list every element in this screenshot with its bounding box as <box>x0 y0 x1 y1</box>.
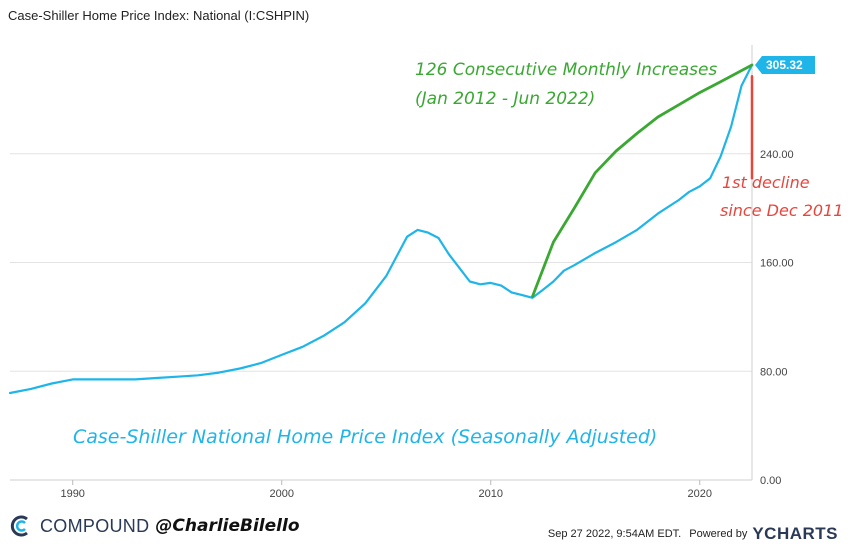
powered-by-label: Powered by <box>689 528 748 540</box>
ycharts-logo: YCHARTS <box>752 524 838 543</box>
footer-branding: COMPOUND @CharlieBilello <box>8 512 300 540</box>
consecutive-increase-line <box>531 63 754 298</box>
y-tick-label: 0.00 <box>760 475 781 487</box>
annotation-since: since Dec 2011 <box>720 201 843 220</box>
last-value-badge: 305.32 <box>755 55 815 74</box>
footer-source: Sep 27 2022, 9:54AM EDT. Powered by YCHA… <box>548 524 838 544</box>
y-tick-label: 240.00 <box>760 149 794 161</box>
hpi-series-line <box>8 63 754 395</box>
y-tick-label: 80.00 <box>760 366 788 378</box>
timestamp: Sep 27 2022, 9:54AM EDT. <box>547 528 682 540</box>
annotation-period: (Jan 2012 - Jun 2022) <box>415 89 595 109</box>
x-tick-label: 2010 <box>478 488 502 500</box>
x-tick-label: 2000 <box>269 488 293 500</box>
author-handle: @CharlieBilello <box>155 516 300 536</box>
compound-logo-icon <box>10 515 28 537</box>
y-tick-label: 160.00 <box>760 258 794 270</box>
brand-name: COMPOUND <box>40 515 150 536</box>
series <box>8 63 754 395</box>
annotation-increases: 126 Consecutive Monthly Increases <box>415 60 717 80</box>
x-tick-label: 2020 <box>688 488 712 500</box>
annotation-index-name: Case-Shiller National Home Price Index (… <box>73 426 657 448</box>
x-tick-label: 1990 <box>60 488 84 500</box>
y-axis: 0.00 80.00 160.00 240.00 <box>760 149 794 487</box>
annotation-first-decline: 1st decline <box>722 173 810 192</box>
x-axis: 1990 2000 2010 2020 <box>60 480 712 500</box>
chart-title: Case-Shiller Home Price Index: National … <box>8 8 310 23</box>
grid <box>10 153 752 372</box>
last-value-label: 305.32 <box>766 58 803 72</box>
